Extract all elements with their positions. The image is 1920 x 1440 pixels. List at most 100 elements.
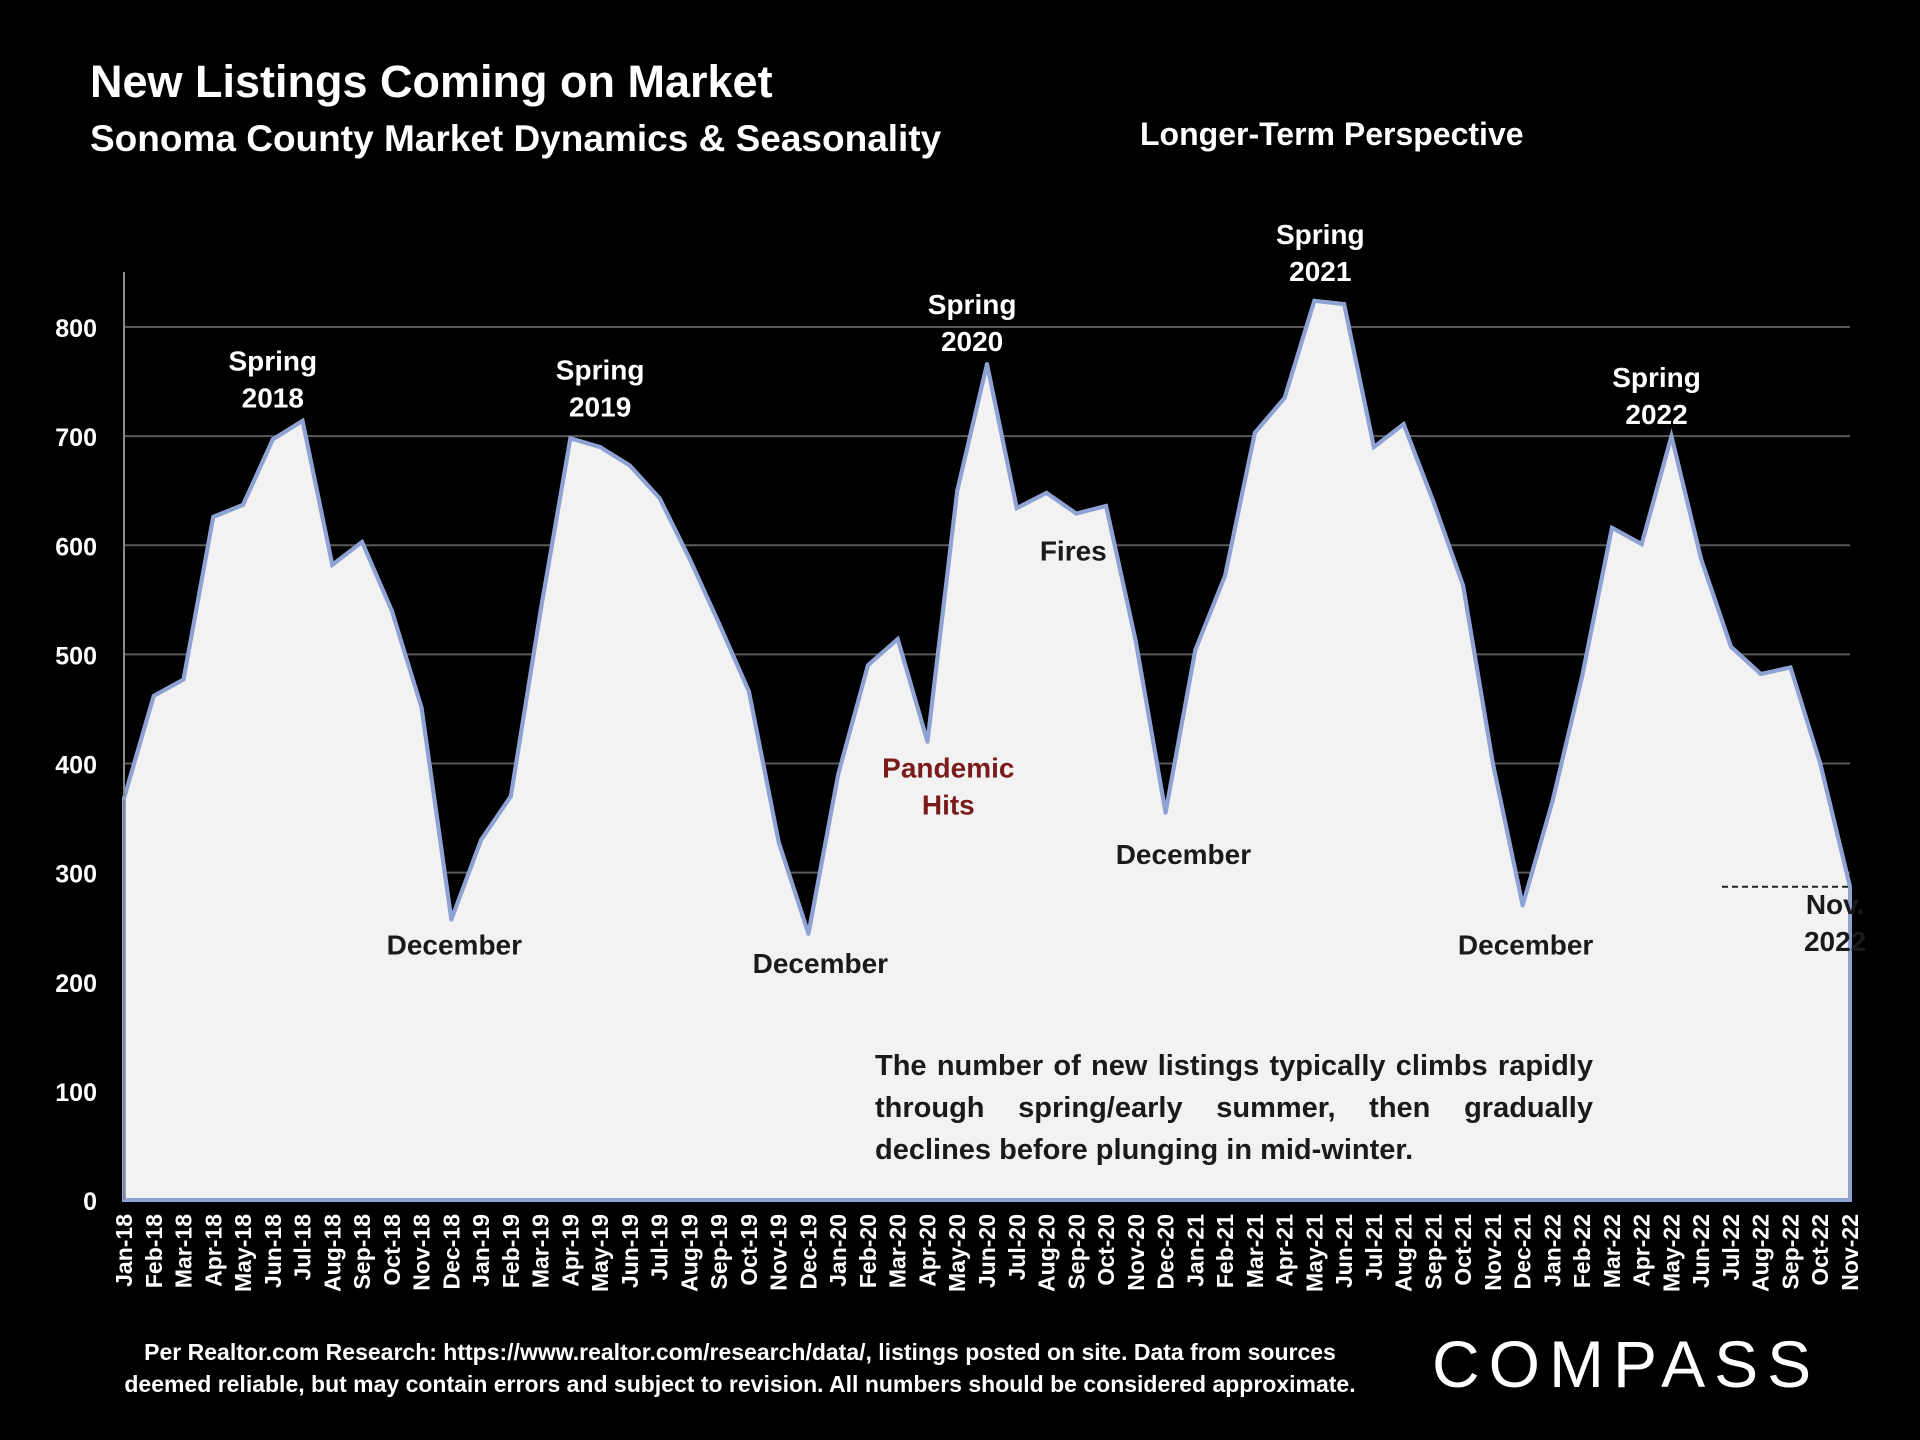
data-point-Aug-18 xyxy=(330,562,335,567)
perspective-label: Longer-Term Perspective xyxy=(1140,116,1524,152)
x-tick-label: Sep-19 xyxy=(706,1214,732,1289)
x-tick-label: Mar-21 xyxy=(1242,1214,1268,1288)
data-point-Nov-21 xyxy=(1490,761,1495,766)
y-tick-label: 700 xyxy=(55,424,97,452)
data-point-Apr-22 xyxy=(1639,542,1644,547)
data-point-Aug-19 xyxy=(687,556,692,561)
data-point-Mar-19 xyxy=(538,608,543,613)
compass-logo: COMPASS xyxy=(1432,1327,1821,1401)
data-point-Oct-21 xyxy=(1461,583,1466,588)
y-tick-label: 500 xyxy=(55,642,97,670)
x-tick-label: May-19 xyxy=(587,1214,613,1292)
x-tick-label: May-22 xyxy=(1658,1214,1684,1292)
x-tick-label: Aug-18 xyxy=(319,1214,345,1292)
x-tick-label: May-18 xyxy=(230,1214,256,1292)
data-point-Dec-20 xyxy=(1163,810,1168,815)
x-tick-label: Oct-20 xyxy=(1093,1214,1119,1286)
x-tick-label: Jan-22 xyxy=(1539,1214,1565,1287)
data-points xyxy=(122,298,1852,936)
data-point-May-18 xyxy=(241,502,246,507)
data-point-Nov-22 xyxy=(1848,884,1852,889)
annotation-dec2019: December xyxy=(753,948,889,979)
annotation-dec2020: December xyxy=(1116,839,1252,870)
x-tick-label: Dec-19 xyxy=(795,1214,821,1289)
data-point-Mar-20 xyxy=(895,637,900,642)
x-tick-label: Jan-20 xyxy=(825,1214,851,1287)
data-point-Dec-21 xyxy=(1520,903,1525,908)
y-tick-label: 200 xyxy=(55,970,97,998)
x-tick-label: Mar-20 xyxy=(885,1214,911,1288)
x-tick-label: Apr-20 xyxy=(914,1214,940,1287)
x-tick-label: Jan-21 xyxy=(1182,1214,1208,1287)
x-tick-label: Sep-20 xyxy=(1063,1214,1089,1289)
y-tick-label: 300 xyxy=(55,861,97,889)
data-point-Jan-18 xyxy=(122,796,126,801)
y-tick-label: 0 xyxy=(83,1188,97,1216)
x-tick-label: Jul-21 xyxy=(1361,1214,1387,1281)
x-tick-label: Nov-20 xyxy=(1123,1214,1149,1291)
x-tick-label: May-21 xyxy=(1301,1214,1327,1292)
x-tick-label: Apr-21 xyxy=(1272,1214,1298,1287)
footnote-line-2: deemed reliable, but may contain errors … xyxy=(124,1371,1356,1397)
data-point-Sep-22 xyxy=(1788,665,1793,670)
x-tick-label: Mar-22 xyxy=(1599,1214,1625,1288)
x-tick-label: Dec-20 xyxy=(1153,1214,1179,1289)
x-tick-label: Sep-18 xyxy=(349,1214,375,1290)
data-point-Jun-21 xyxy=(1342,302,1347,307)
data-point-Sep-18 xyxy=(360,539,365,544)
x-tick-label: Nov-19 xyxy=(766,1214,792,1291)
x-tick-label: Feb-21 xyxy=(1212,1214,1238,1288)
data-point-Aug-22 xyxy=(1758,672,1763,677)
x-tick-label: Jul-18 xyxy=(290,1214,316,1281)
x-tick-label: Feb-18 xyxy=(141,1214,167,1288)
x-tick-label: Jun-22 xyxy=(1688,1214,1714,1288)
x-tick-label: Aug-19 xyxy=(676,1214,702,1292)
x-tick-label: Jan-19 xyxy=(468,1214,494,1287)
data-point-Mar-22 xyxy=(1609,525,1614,530)
x-tick-label: Apr-22 xyxy=(1629,1214,1655,1287)
x-tick-label: Oct-22 xyxy=(1807,1214,1833,1286)
data-point-Jul-19 xyxy=(657,496,662,501)
x-tick-label: Aug-20 xyxy=(1034,1214,1060,1292)
annotation-pandemic: Pandemic Hits xyxy=(882,753,1014,821)
data-point-Apr-19 xyxy=(568,436,573,441)
data-point-Jan-20 xyxy=(836,772,841,777)
x-tick-label: Dec-18 xyxy=(438,1214,464,1290)
summary-text: The number of new listings typically cli… xyxy=(875,1050,1593,1166)
x-tick-label: Feb-20 xyxy=(855,1214,881,1288)
data-point-May-21 xyxy=(1312,298,1317,303)
x-tick-label: Dec-21 xyxy=(1510,1214,1536,1290)
y-axis: 0 100 200 300 400 500 600 700 800 xyxy=(55,272,125,1216)
data-point-Apr-20 xyxy=(925,739,930,744)
data-point-Jan-22 xyxy=(1550,799,1555,804)
annotation-spring2022: Spring 2022 xyxy=(1612,362,1701,430)
x-tick-label: Jan-18 xyxy=(111,1214,137,1287)
data-point-Feb-19 xyxy=(508,794,513,799)
x-tick-label: Jun-20 xyxy=(974,1214,1000,1288)
x-tick-label: Sep-21 xyxy=(1420,1214,1446,1290)
data-point-Jan-21 xyxy=(1193,648,1198,653)
data-point-Nov-20 xyxy=(1133,639,1138,644)
x-tick-label: Oct-18 xyxy=(379,1214,405,1286)
data-point-May-20 xyxy=(955,488,960,493)
x-tick-label: Jul-20 xyxy=(1004,1214,1030,1280)
data-point-Apr-18 xyxy=(211,514,216,519)
annotation-nov2022: Nov. 2022 xyxy=(1804,889,1866,957)
data-point-Feb-22 xyxy=(1580,674,1585,679)
x-tick-label: Feb-22 xyxy=(1569,1214,1595,1288)
data-point-Sep-20 xyxy=(1074,511,1079,516)
x-tick-label: Feb-19 xyxy=(498,1214,524,1288)
annotations: Spring 2018 Spring 2019 Spring 2020 Spring 2021… xyxy=(228,219,1866,979)
data-point-Mar-18 xyxy=(181,677,186,682)
annotation-spring2018: Spring 2018 xyxy=(228,346,317,414)
data-point-Jul-18 xyxy=(300,418,305,423)
data-point-Oct-19 xyxy=(746,689,751,694)
footnote: Per Realtor.com Research: https://www.re… xyxy=(100,1336,1380,1400)
data-point-May-22 xyxy=(1669,434,1674,439)
y-tick-label: 100 xyxy=(55,1079,97,1107)
data-point-Jul-20 xyxy=(1014,506,1019,511)
annotation-spring2020: Spring 2020 xyxy=(928,289,1017,357)
data-point-Mar-21 xyxy=(1252,430,1257,435)
y-tick-label: 400 xyxy=(55,752,97,780)
